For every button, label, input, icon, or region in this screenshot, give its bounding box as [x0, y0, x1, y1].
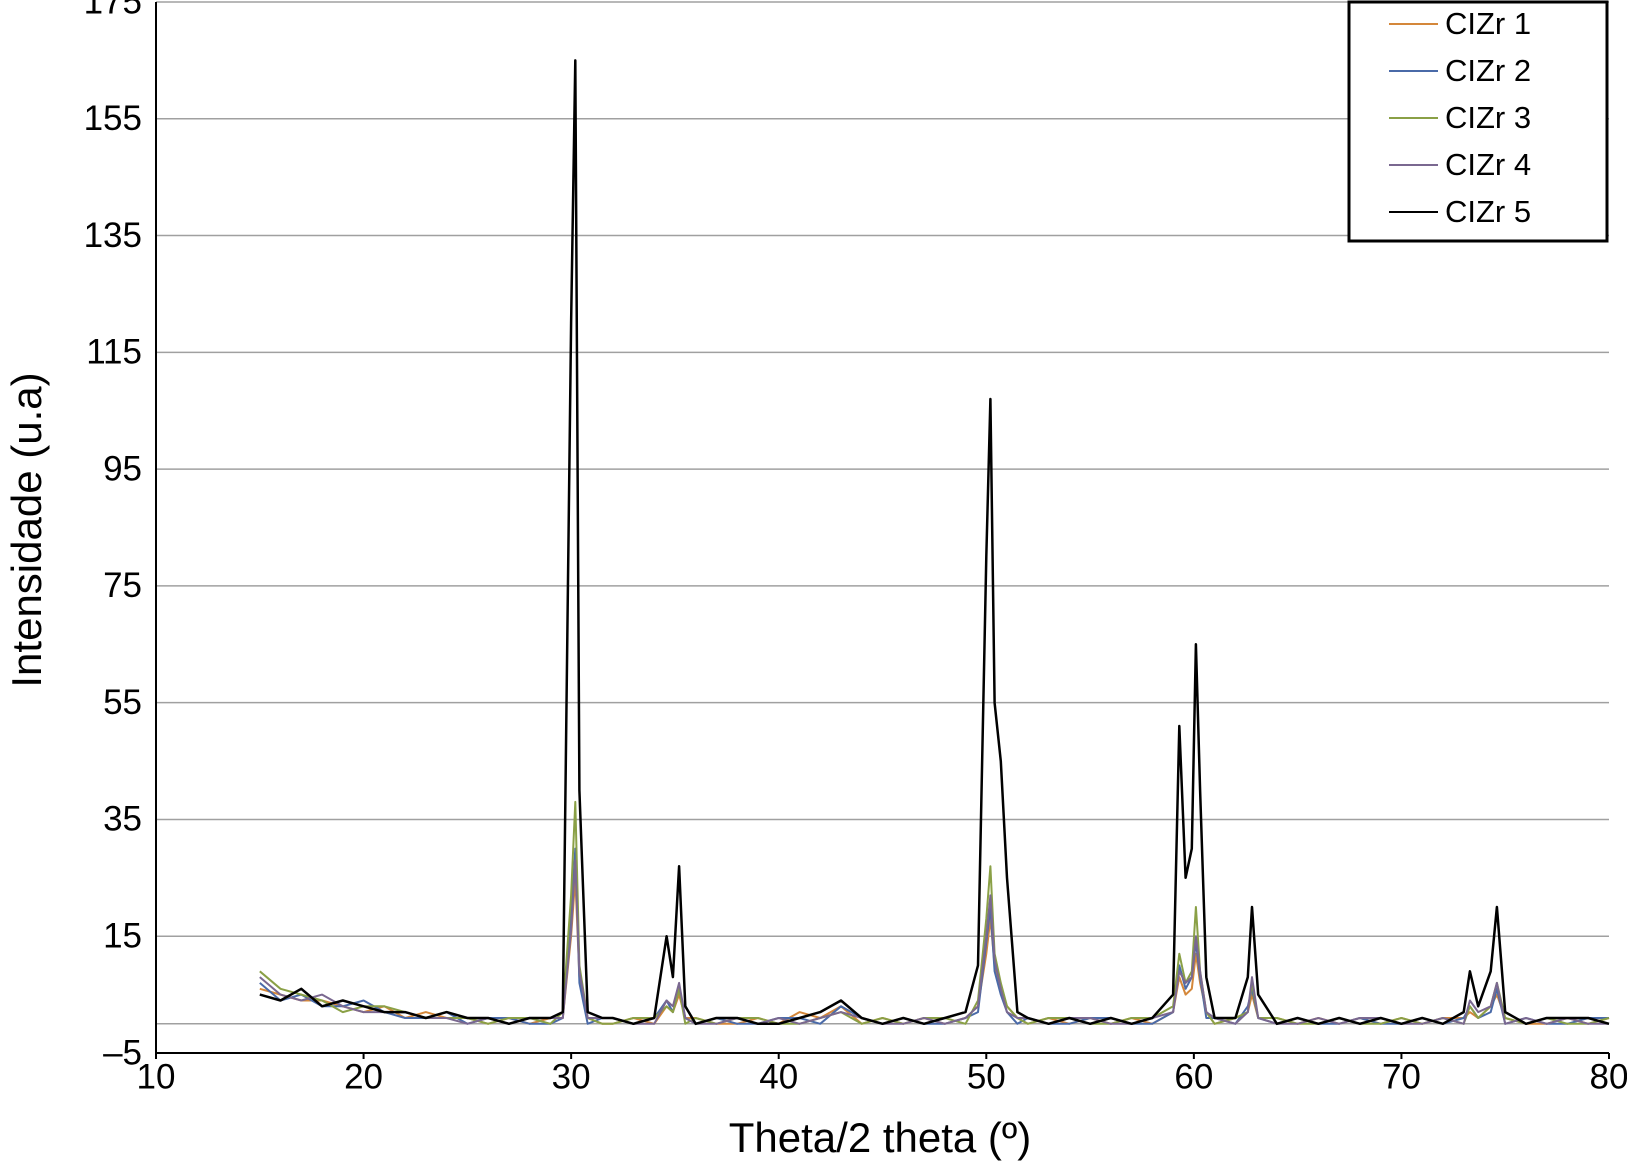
x-tick-label: 10: [137, 1057, 176, 1096]
x-tick-label: 80: [1590, 1057, 1627, 1096]
y-tick-label: –5: [103, 1033, 142, 1072]
y-tick-label: 55: [103, 683, 142, 722]
y-axis-title: Intensidade (u.a): [3, 372, 50, 687]
series-line: [259, 59, 1610, 1026]
series-line: [259, 800, 1610, 1025]
x-axis-title: Theta/2 theta (º): [729, 1114, 1032, 1161]
y-tick-label: 175: [84, 0, 142, 21]
x-tick-label: 40: [759, 1057, 798, 1096]
y-tick-label: 115: [86, 333, 142, 372]
legend-label: CIZr 2: [1445, 53, 1531, 88]
y-tick-label: 135: [84, 216, 142, 255]
x-tick-label: 50: [967, 1057, 1006, 1096]
y-tick-label: 35: [103, 800, 142, 839]
x-tick-label: 20: [344, 1057, 383, 1096]
legend-label: CIZr 5: [1445, 194, 1531, 229]
legend-label: CIZr 1: [1445, 6, 1531, 41]
y-tick-label: 155: [84, 99, 142, 138]
series-line: [259, 876, 1610, 1025]
y-tick-label: 15: [103, 916, 142, 955]
legend-box: [1347, 0, 1609, 243]
legend-label: CIZr 4: [1445, 147, 1531, 182]
series-line: [259, 859, 1609, 1025]
y-tick-label: 95: [103, 449, 142, 488]
x-tick-label: 70: [1382, 1057, 1421, 1096]
legend-label: CIZr 3: [1445, 100, 1531, 135]
x-tick-label: 60: [1174, 1057, 1213, 1096]
x-tick-label: 30: [552, 1057, 591, 1096]
y-tick-label: 75: [103, 566, 142, 605]
